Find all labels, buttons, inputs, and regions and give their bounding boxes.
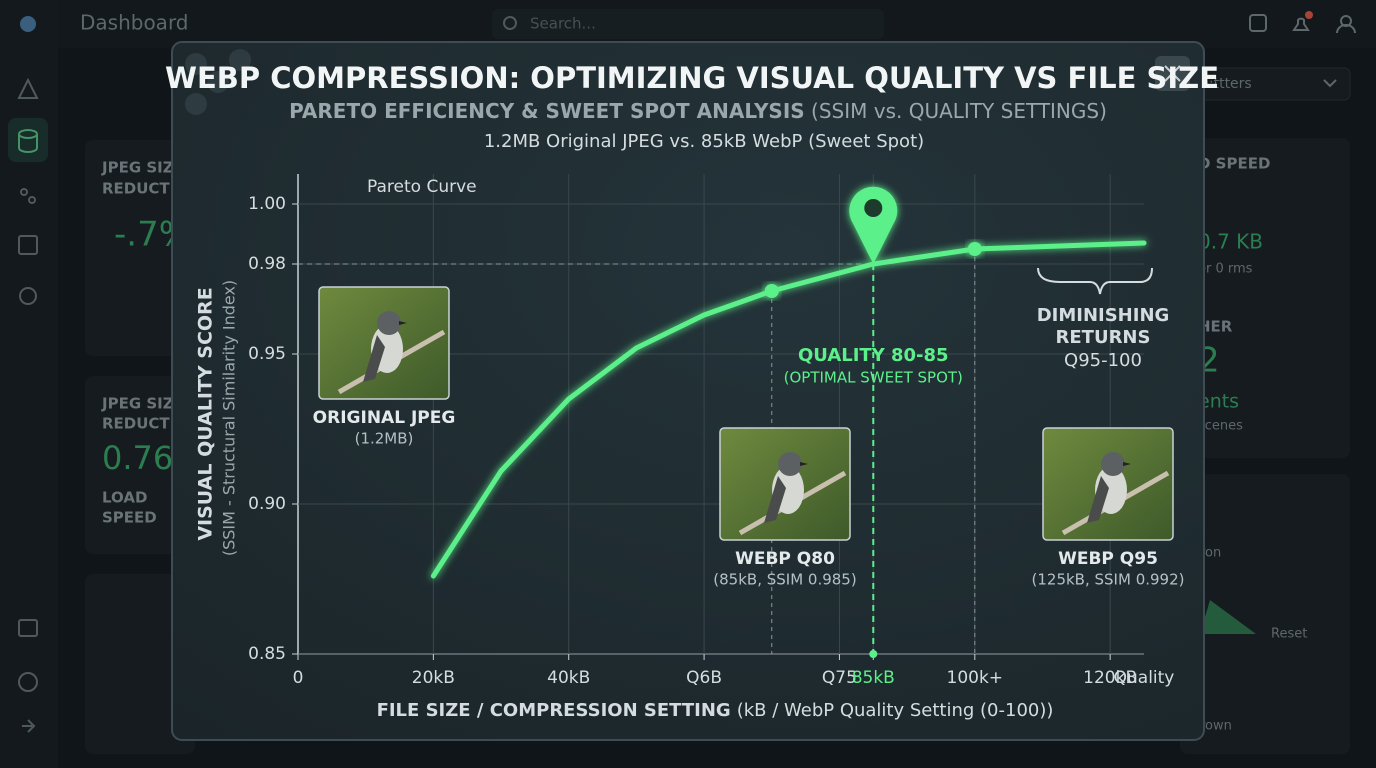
radar-label: ron bbox=[1200, 546, 1221, 561]
card-label: SPEED bbox=[102, 509, 157, 527]
card-label: REDUCTIO bbox=[102, 415, 188, 433]
x-tick-label: Q6B bbox=[686, 668, 722, 688]
brace bbox=[1037, 267, 1153, 295]
card-label: LOAD bbox=[102, 489, 147, 507]
thumbnail-title: ORIGINAL JPEG bbox=[313, 408, 456, 428]
chart-subtitle: PARETO EFFICIENCY & SWEET SPOT ANALYSIS … bbox=[289, 99, 1107, 123]
subtitle-main: PARETO EFFICIENCY & SWEET SPOT ANALYSIS bbox=[289, 99, 805, 123]
diminishing-label: Q95-100 bbox=[1064, 350, 1142, 371]
sweet-spot-foot bbox=[869, 650, 878, 658]
chart-caption: 1.2MB Original JPEG vs. 85kB WebP (Sweet… bbox=[484, 131, 924, 152]
sidebar-icons bbox=[8, 16, 48, 733]
left-card bbox=[85, 574, 195, 754]
x-axis-label-main: FILE SIZE / COMPRESSION SETTING bbox=[377, 700, 731, 721]
x-tick-label: 40kB bbox=[547, 668, 590, 688]
filter-text: n:ttters bbox=[1200, 76, 1252, 92]
card-sub: er 0 rms bbox=[1198, 262, 1253, 277]
legend-label: Pareto Curve bbox=[367, 177, 477, 197]
thumbnail-image bbox=[1043, 428, 1173, 540]
search-icon bbox=[503, 16, 517, 30]
radar-shape bbox=[1200, 600, 1256, 634]
thumbnail-title: WEBP Q95 bbox=[1058, 549, 1158, 569]
card-label: REDUCTIO bbox=[102, 180, 188, 198]
left-card bbox=[85, 140, 195, 356]
x-tick-label: 20kB bbox=[412, 668, 455, 688]
search-placeholder: Search... bbox=[530, 15, 596, 33]
search-box[interactable] bbox=[492, 9, 884, 39]
thumbnail-caption: (125kB, SSIM 0.992) bbox=[1032, 571, 1185, 589]
chart-title: WEBP COMPRESSION: OPTIMIZING VISUAL QUAL… bbox=[165, 61, 1219, 95]
radar-label: rown bbox=[1200, 719, 1232, 734]
pareto-curve bbox=[430, 240, 1147, 579]
thumbnail-title: WEBP Q80 bbox=[735, 549, 835, 569]
y-tick-label: 0.85 bbox=[248, 644, 286, 664]
card-label: D SPEED bbox=[1198, 155, 1270, 173]
right-card bbox=[1180, 474, 1350, 754]
x-tick-label: 100k+ bbox=[947, 668, 1004, 688]
x-axis-end-label: Quality bbox=[1114, 668, 1175, 688]
radar-label[interactable]: Reset bbox=[1271, 627, 1307, 642]
curve-marker bbox=[967, 242, 982, 256]
x-axis-label-note: (kB / WebP Quality Setting (0-100)) bbox=[737, 700, 1054, 721]
top-icons bbox=[1249, 14, 1356, 34]
thumbnail-frame bbox=[719, 427, 851, 541]
x-tick-label: Q75 bbox=[822, 668, 857, 688]
y-tick-label: 1.00 bbox=[248, 194, 286, 214]
pin-hole bbox=[864, 199, 883, 217]
curve-marker bbox=[764, 284, 779, 298]
modal bbox=[171, 41, 1205, 741]
sweet-spot-pin bbox=[849, 186, 898, 264]
hex-decoration bbox=[185, 49, 251, 115]
y-tick-label: 0.95 bbox=[248, 344, 286, 364]
y-tick-label: 0.90 bbox=[248, 494, 286, 514]
thumbnail-frame bbox=[1042, 427, 1174, 541]
sweet-spot-label: QUALITY 80-85 bbox=[798, 345, 949, 366]
card-sub: ents bbox=[1198, 391, 1239, 413]
diminishing-label: DIMINISHING bbox=[1037, 305, 1170, 326]
y-axis-label-note: (SSIM - Structural Similarity Index) bbox=[220, 280, 239, 556]
x-axis-label: FILE SIZE / COMPRESSION SETTING (kB / Web… bbox=[377, 700, 1054, 721]
card-label: HER bbox=[1198, 318, 1233, 336]
x-tick-label: 0 bbox=[293, 668, 304, 688]
thumbnail-image bbox=[319, 287, 449, 399]
app-title: Dashboard bbox=[80, 11, 189, 35]
left-card bbox=[85, 376, 195, 554]
subtitle-note: (SSIM vs. QUALITY SETTINGS) bbox=[811, 99, 1107, 123]
x-tick-label: 120kB bbox=[1083, 668, 1137, 688]
sweet-spot-label: (OPTIMAL SWEET SPOT) bbox=[784, 369, 963, 387]
card-label: JPEG SIZE bbox=[101, 395, 184, 413]
y-tick-label: 0.98 bbox=[248, 254, 286, 274]
notification-dot bbox=[1305, 11, 1313, 19]
card-value: 0.7 KB bbox=[1198, 230, 1263, 254]
card-label: JPEG SIZE bbox=[101, 159, 184, 177]
thumbnail-caption: (85kB, SSIM 0.985) bbox=[713, 571, 856, 589]
close-icon bbox=[1164, 65, 1181, 82]
x-tick-label: 85kB bbox=[852, 668, 895, 688]
dropdown-arrow bbox=[1323, 79, 1337, 88]
y-axis-label: VISUAL QUALITY SCORE bbox=[195, 287, 217, 540]
diminishing-label: RETURNS bbox=[1056, 327, 1151, 348]
thumbnail-caption: (1.2MB) bbox=[355, 430, 414, 448]
thumbnail-image bbox=[720, 428, 850, 540]
thumbnail-frame bbox=[318, 286, 450, 400]
card-sub: scenes bbox=[1198, 419, 1243, 434]
right-card bbox=[1180, 138, 1350, 458]
